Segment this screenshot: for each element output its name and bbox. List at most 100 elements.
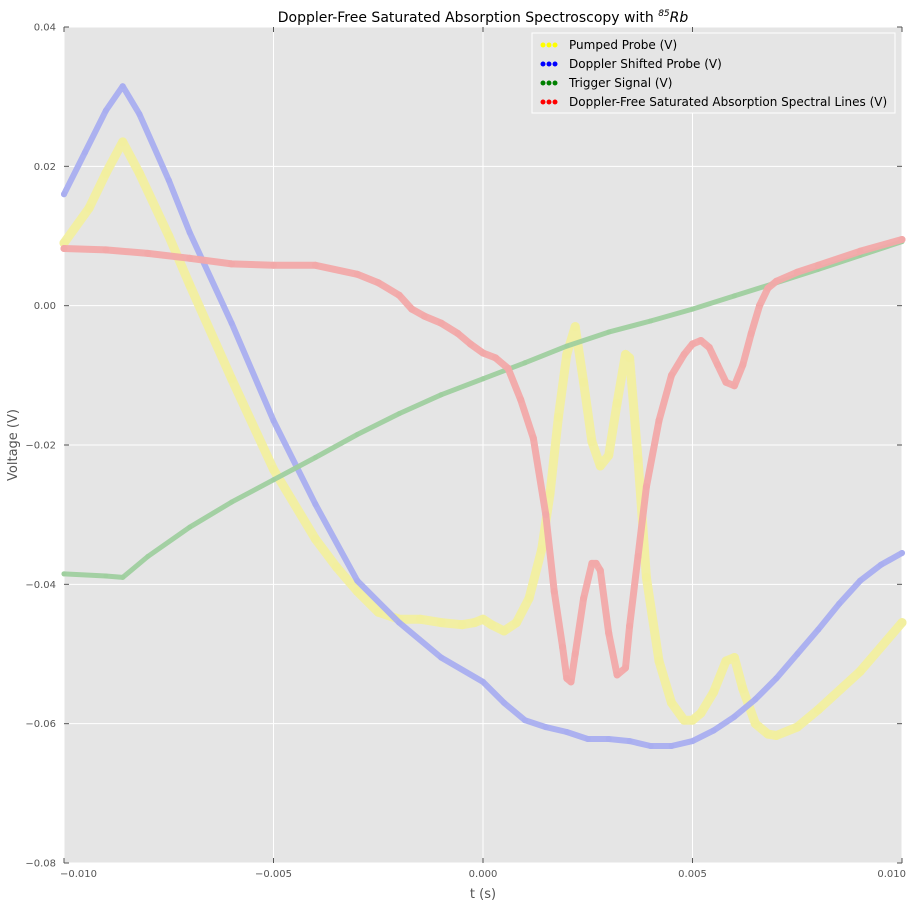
y-tick-label: 0.04	[34, 23, 56, 34]
data-point	[395, 291, 403, 299]
data-point	[857, 577, 864, 584]
data-point	[415, 614, 425, 624]
legend-marker	[552, 80, 558, 86]
data-point	[772, 277, 780, 285]
data-point	[270, 261, 277, 269]
data-point	[521, 717, 528, 724]
data-point	[697, 337, 705, 344]
data-point	[436, 618, 446, 628]
data-point	[354, 432, 360, 437]
data-point	[545, 489, 555, 499]
data-point	[750, 719, 760, 729]
data-point	[714, 361, 722, 369]
data-point	[103, 573, 109, 579]
data-point	[642, 483, 650, 491]
legend-marker	[552, 42, 558, 48]
data-point	[102, 246, 110, 254]
legend-marker	[540, 99, 546, 105]
legend: Pumped Probe (V) Doppler Shifted Probe (V…	[531, 32, 896, 114]
data-point	[747, 330, 755, 337]
data-point	[763, 729, 773, 739]
legend-marker	[546, 80, 552, 86]
data-point	[738, 684, 748, 694]
data-point	[729, 653, 739, 662]
data-point	[478, 614, 488, 624]
legend-marker	[546, 42, 552, 48]
legend-marker	[546, 61, 552, 67]
data-point	[553, 412, 563, 422]
data-point	[312, 501, 319, 508]
data-point	[813, 705, 823, 715]
x-tick-label: −0.010	[60, 869, 97, 880]
data-point	[641, 572, 651, 582]
legend-marker	[540, 42, 546, 48]
data-point	[739, 361, 747, 369]
x-axis-label: t (s)	[470, 887, 496, 902]
data-point	[563, 729, 570, 735]
x-tick-label: −0.005	[255, 869, 292, 880]
data-point	[438, 654, 445, 661]
data-point	[134, 168, 144, 178]
data-point	[567, 678, 575, 686]
data-point	[311, 261, 319, 269]
data-point	[815, 626, 822, 633]
titles: Doppler-Free Saturated Absorption Spectr…	[6, 9, 688, 902]
data-point	[438, 392, 444, 398]
data-point	[82, 149, 88, 156]
legend-label: Doppler-Free Saturated Absorption Spectr…	[569, 95, 887, 109]
axis-ticks	[63, 26, 903, 864]
data-point	[512, 618, 521, 628]
data-point	[457, 620, 467, 630]
series-group	[61, 83, 905, 749]
data-point	[730, 382, 738, 390]
data-point	[61, 571, 67, 577]
data-point	[186, 254, 194, 262]
data-point	[897, 618, 907, 628]
data-point	[579, 377, 589, 387]
data-point	[396, 411, 402, 417]
data-point	[185, 280, 195, 290]
x-tick-label: 0.005	[678, 869, 707, 880]
data-point	[331, 562, 341, 572]
data-point	[542, 511, 550, 519]
data-point	[722, 378, 730, 386]
data-point	[466, 340, 474, 348]
data-point	[580, 594, 588, 602]
series-layer	[59, 83, 907, 749]
data-point	[373, 607, 383, 617]
data-point	[470, 618, 480, 628]
data-point	[622, 664, 629, 672]
series-group	[61, 239, 905, 580]
data-point	[587, 437, 597, 446]
data-point	[688, 715, 697, 725]
series-line	[61, 83, 905, 749]
data-point	[454, 330, 462, 337]
data-point	[101, 168, 111, 178]
data-point	[537, 545, 547, 554]
data-point	[690, 306, 695, 312]
data-point	[144, 249, 152, 257]
data-point	[710, 727, 717, 734]
data-point	[709, 687, 718, 697]
data-point	[164, 231, 174, 241]
data-point	[705, 344, 713, 351]
data-point	[437, 319, 445, 327]
data-point	[420, 312, 428, 320]
data-point	[584, 736, 591, 742]
y-tick-label: −0.04	[25, 580, 56, 591]
data-point	[479, 349, 487, 357]
data-point	[145, 554, 151, 559]
data-point	[596, 566, 604, 574]
data-point	[731, 293, 737, 299]
data-point	[773, 675, 780, 682]
data-point	[499, 626, 509, 636]
data-point	[647, 743, 654, 749]
data-point	[269, 464, 278, 474]
data-point	[605, 629, 613, 637]
data-point	[606, 329, 612, 335]
data-point	[696, 708, 706, 718]
data-point	[562, 349, 572, 359]
data-point	[604, 450, 614, 460]
data-point	[899, 550, 905, 556]
data-point	[60, 245, 68, 252]
